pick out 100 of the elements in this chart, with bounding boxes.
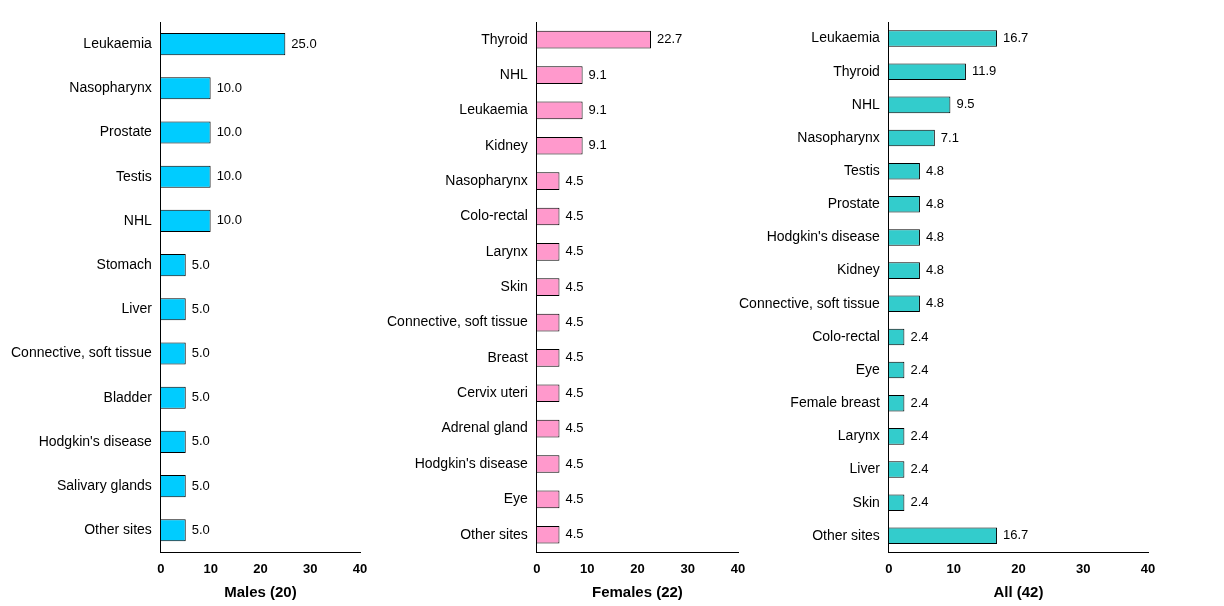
- data-label: 2.4: [910, 328, 929, 344]
- data-label: 5.0: [191, 300, 210, 316]
- y-tick-label: Leukaemia: [459, 101, 529, 118]
- data-label: 5.0: [191, 389, 210, 405]
- x-tick-label: 40: [1140, 560, 1156, 576]
- x-axis-title: Females (22): [591, 583, 683, 601]
- data-label: 5.0: [191, 256, 210, 272]
- x-tick-label: 10: [579, 560, 595, 576]
- y-tick-label: NHL: [851, 95, 881, 112]
- x-tick-label: 30: [680, 560, 695, 576]
- y-tick-label: Testis: [844, 162, 880, 179]
- x-axis-title: Males (20): [224, 583, 297, 601]
- data-label: 4.8: [925, 195, 945, 211]
- data-label: 5.0: [191, 521, 210, 537]
- data-label: 5.0: [191, 477, 210, 493]
- y-tick-label: Kidney: [837, 261, 880, 278]
- data-label: 7.1: [940, 129, 959, 145]
- x-tick-label: 20: [253, 560, 268, 576]
- y-tick-label: Breast: [487, 348, 528, 365]
- y-tick-label: Bladder: [103, 388, 153, 405]
- y-tick-label: Prostate: [827, 195, 881, 212]
- y-tick-label: Liver: [849, 460, 881, 477]
- x-tick-label: 10: [203, 560, 218, 576]
- data-label: 16.7: [1003, 30, 1029, 46]
- data-label: 4.5: [565, 172, 584, 188]
- y-tick-label: Skin: [852, 493, 880, 510]
- data-label: 5.0: [191, 433, 210, 449]
- x-tick-label: 40: [352, 560, 368, 576]
- y-tick-label: Testis: [116, 167, 152, 184]
- data-label: 11.9: [971, 63, 997, 79]
- y-tick-label: Female breast: [790, 394, 880, 411]
- y-tick-label: Nasopharynx: [69, 79, 152, 96]
- y-tick-label: Colo-rectal: [812, 327, 880, 344]
- y-tick-label: Connective, soft tissue: [10, 344, 153, 361]
- y-tick-label: Adrenal gland: [441, 419, 528, 436]
- y-tick-label: Larynx: [485, 242, 528, 259]
- y-tick-label: Hodgkin's disease: [38, 432, 153, 449]
- y-tick-label: Liver: [121, 300, 153, 317]
- data-label: 4.8: [925, 295, 945, 311]
- data-label: 2.4: [910, 394, 929, 410]
- data-label: 22.7: [657, 31, 683, 47]
- y-tick-label: NHL: [123, 211, 153, 228]
- data-label: 2.4: [910, 461, 929, 477]
- data-label: 4.5: [565, 420, 584, 436]
- data-label: 2.4: [910, 494, 929, 510]
- data-label: 4.5: [565, 384, 584, 400]
- y-tick-label: Salivary glands: [56, 476, 152, 493]
- data-label: 4.5: [565, 349, 584, 365]
- y-tick-label: Connective, soft tissue: [386, 313, 529, 330]
- y-tick-label: Kidney: [485, 136, 528, 153]
- data-label: 4.5: [565, 278, 584, 294]
- y-tick-label: Other sites: [812, 526, 880, 543]
- data-label: 25.0: [291, 35, 317, 51]
- x-tick-label: 30: [1075, 560, 1091, 576]
- x-tick-label: 20: [630, 560, 645, 576]
- y-tick-label: Other sites: [460, 525, 528, 542]
- y-tick-label: Hodgkin's disease: [766, 228, 881, 245]
- y-tick-label: Nasopharynx: [445, 171, 528, 188]
- data-label: 4.8: [925, 262, 945, 278]
- data-label: 4.5: [565, 490, 584, 506]
- y-tick-label: Nasopharynx: [797, 128, 880, 145]
- y-tick-label: NHL: [499, 65, 529, 82]
- x-tick-label: 30: [302, 560, 318, 576]
- data-label: 5.0: [191, 345, 210, 361]
- data-label: 4.8: [925, 229, 945, 245]
- data-label: 9.1: [588, 66, 607, 82]
- data-label: 4.8: [925, 162, 945, 178]
- data-label: 4.5: [565, 208, 584, 224]
- data-label: 10.0: [216, 124, 242, 140]
- data-label: 10.0: [216, 212, 242, 228]
- data-label: 4.5: [565, 455, 584, 471]
- y-tick-label: Prostate: [99, 123, 153, 140]
- y-tick-label: Leukaemia: [83, 34, 153, 51]
- y-tick-label: Leukaemia: [811, 29, 881, 46]
- data-label: 9.1: [588, 101, 607, 117]
- x-tick-label: 0: [157, 560, 165, 576]
- data-label: 16.7: [1003, 527, 1029, 543]
- x-tick-label: 10: [946, 560, 961, 576]
- data-label: 10.0: [216, 79, 242, 95]
- y-tick-label: Connective, soft tissue: [738, 294, 881, 311]
- y-tick-label: Skin: [500, 278, 528, 295]
- x-tick-label: 0: [885, 560, 893, 576]
- data-label: 2.4: [910, 361, 929, 377]
- data-label: 9.5: [956, 96, 975, 112]
- x-axis-title: All (42): [993, 583, 1044, 601]
- data-label: 4.5: [565, 243, 584, 259]
- y-tick-label: Thyroid: [481, 30, 528, 47]
- y-tick-label: Other sites: [84, 521, 152, 538]
- data-label: 4.5: [565, 314, 584, 330]
- y-tick-label: Colo-rectal: [460, 207, 528, 224]
- y-tick-label: Hodgkin's disease: [414, 454, 529, 471]
- x-tick-label: 40: [730, 560, 746, 576]
- y-tick-label: Larynx: [837, 427, 880, 444]
- x-tick-label: 20: [1011, 560, 1026, 576]
- y-tick-label: Thyroid: [833, 62, 880, 79]
- x-tick-label: 0: [533, 560, 541, 576]
- y-tick-label: Eye: [503, 490, 529, 507]
- data-label: 9.1: [588, 137, 607, 153]
- data-label: 10.0: [216, 168, 242, 184]
- y-tick-label: Stomach: [96, 255, 152, 272]
